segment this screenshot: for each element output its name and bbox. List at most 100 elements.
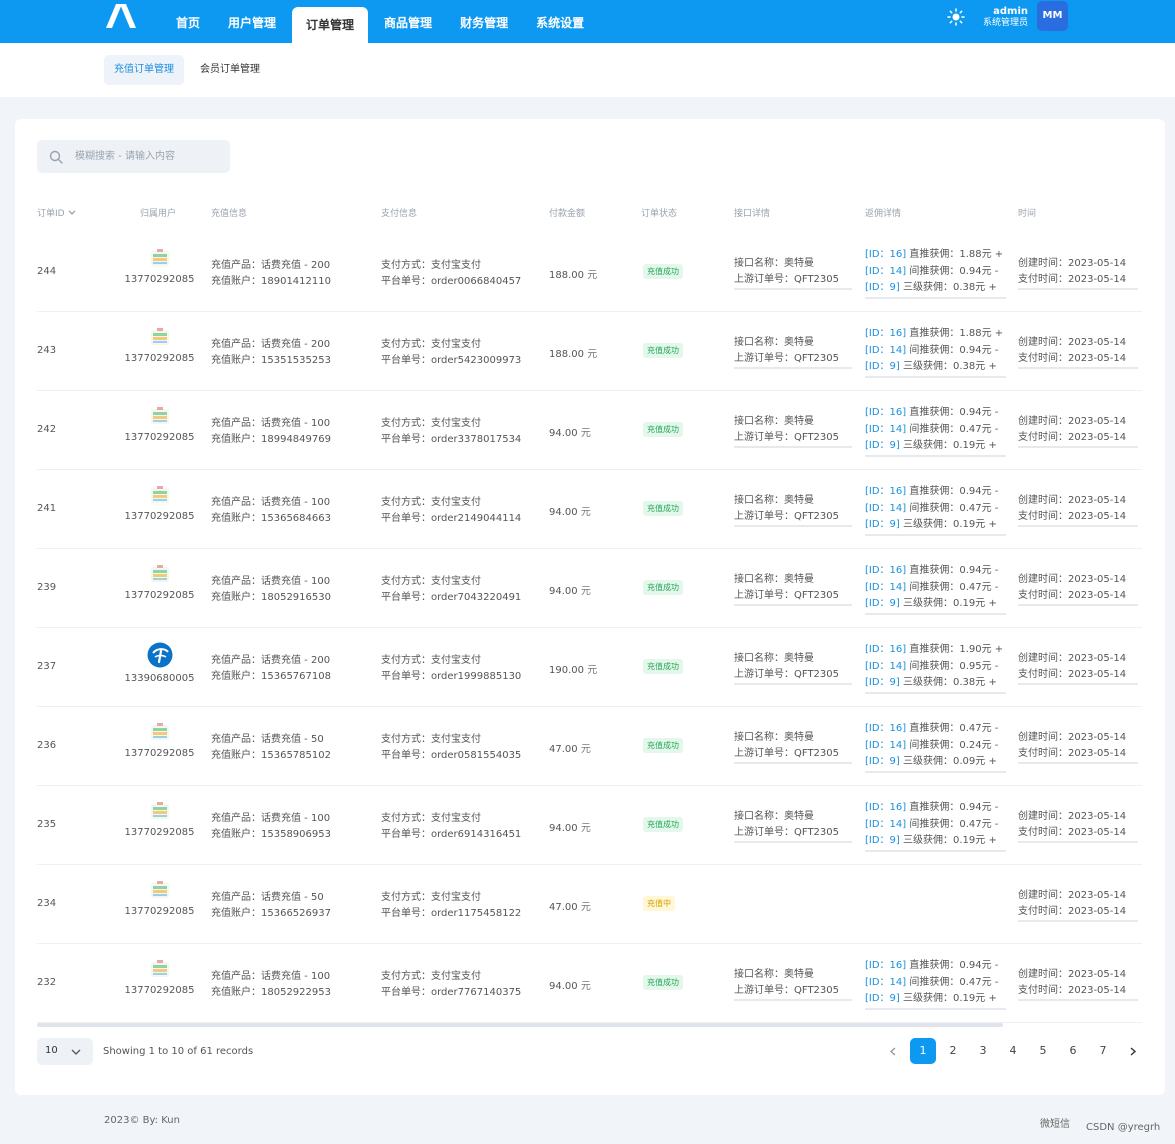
commission-line-2: [ID：14] 间推获佣：0.47元 -	[865, 501, 1006, 518]
avatar[interactable]: MM	[1037, 1, 1068, 31]
header-api-detail: 接口详情	[734, 209, 771, 219]
nav-products[interactable]: 商品管理	[384, 16, 433, 30]
commission-line-2: [ID：14] 间推获佣：0.24元 -	[865, 738, 1006, 755]
commission-text: 直推获佣：1.88元 +	[906, 328, 1004, 339]
commission-line-3: [ID：9] 三级获佣：0.38元 +	[865, 675, 1006, 694]
commission-detail: [ID：16] 直推获佣：0.94元 - [ID：14] 间推获佣：0.47元 …	[865, 405, 1006, 457]
nav-orders[interactable]: 订单管理	[292, 7, 369, 43]
platform-order-no: 平台单号：order7767140375	[381, 987, 522, 998]
nav-finance[interactable]: 财务管理	[460, 16, 509, 30]
nav-settings[interactable]: 系统设置	[536, 16, 585, 30]
search-icon	[49, 150, 63, 164]
user-phone: 13770292085	[124, 748, 195, 759]
next-page-button[interactable]	[1120, 1038, 1146, 1064]
recharge-product: 充值产品：话费充值 - 200	[211, 339, 331, 350]
amount: 94.00 元	[549, 977, 591, 992]
commission-text: 三级获佣：0.38元 +	[899, 677, 997, 688]
created-time: 创建时间：2023-05-14	[1018, 495, 1127, 506]
table-row[interactable]: 235 13770292085 充值产品：话费充值 - 100 充值账户：153589…	[37, 786, 1142, 865]
commission-text: 三级获佣：0.38元 +	[899, 282, 997, 293]
recharge-product: 充值产品：话费充值 - 50	[211, 734, 324, 745]
paid-time: 支付时间：2023-05-14	[1018, 904, 1138, 922]
user-info[interactable]: admin 系统管理员	[975, 6, 1028, 29]
table-row[interactable]: 242 13770292085 充值产品：话费充值 - 100 充值账户：189948…	[37, 391, 1142, 470]
time-cell: 创建时间：2023-05-14 支付时间：2023-05-14	[1018, 256, 1138, 290]
horizontal-scrollbar[interactable]	[37, 1023, 1003, 1027]
commission-line-2: [ID：14] 间推获佣：0.94元 -	[865, 343, 1006, 360]
api-name: 接口名称：奥特曼	[734, 969, 814, 980]
subtab-recharge-orders[interactable]: 充值订单管理	[104, 55, 184, 85]
commission-line-3: [ID：9] 三级获佣：0.38元 +	[865, 280, 1006, 299]
page-button[interactable]: 7	[1099, 1044, 1107, 1057]
table-row[interactable]: 239 13770292085 充值产品：话费充值 - 100 充值账户：180529…	[37, 549, 1142, 628]
api-name: 接口名称：奥特曼	[734, 811, 814, 822]
user-cell: 13770292085	[117, 484, 202, 522]
sun-icon[interactable]	[947, 8, 965, 26]
page-size-value: 10	[45, 1045, 58, 1056]
commission-line-3: [ID：9] 三级获佣：0.19元 +	[865, 438, 1006, 457]
paid-time: 支付时间：2023-05-14	[1018, 746, 1138, 764]
page-button[interactable]: 4	[1009, 1044, 1017, 1057]
page-size-select[interactable]: 10	[37, 1038, 93, 1065]
header-order-id[interactable]: 订单ID	[37, 206, 76, 219]
page-button[interactable]: 6	[1069, 1044, 1077, 1057]
amount-unit: 元	[587, 270, 598, 281]
header-amount: 付款金额	[549, 209, 586, 219]
commission-detail: [ID：16] 直推获佣：1.88元 + [ID：14] 间推获佣：0.94元 …	[865, 326, 1006, 378]
commission-id: [ID：9]	[865, 756, 900, 767]
amount: 188.00 元	[549, 266, 597, 281]
commission-id: [ID：9]	[865, 835, 900, 846]
api-name: 接口名称：奥特曼	[734, 258, 814, 269]
amount-unit: 元	[587, 349, 598, 360]
nav-home[interactable]: 首页	[176, 16, 201, 30]
pay-method: 支付方式：支付宝支付	[381, 497, 481, 508]
commission-text: 直推获佣：0.94元 -	[906, 802, 999, 813]
pay-info: 支付方式：支付宝支付 平台单号：order6914316451	[381, 811, 521, 843]
user-name: admin	[993, 6, 1028, 17]
amount-value: 94.00	[549, 586, 578, 597]
sort-chevron-down-icon[interactable]	[68, 210, 76, 216]
api-name: 接口名称：奥特曼	[734, 416, 814, 427]
commission-line-1: [ID：16] 直推获佣：0.47元 -	[865, 721, 1006, 738]
api-detail: 接口名称：奥特曼 上游订单号：QFT2305	[734, 335, 852, 369]
page-button[interactable]: 3	[979, 1044, 987, 1057]
table-row[interactable]: 237 13390680005 充值产品：话费充值 - 200 充值账户：153657…	[37, 628, 1142, 707]
user-cell: 13770292085	[117, 405, 202, 443]
page-button[interactable]: 5	[1039, 1044, 1047, 1057]
table-row[interactable]: 243 13770292085 充值产品：话费充值 - 200 充值账户：153515…	[37, 312, 1142, 391]
api-detail: 接口名称：奥特曼上游订单号：QFT2305	[734, 572, 852, 606]
table-row[interactable]: 241 13770292085 充值产品：话费充值 - 100 充值账户：153656…	[37, 470, 1142, 549]
chevron-down-icon	[71, 1049, 81, 1055]
paid-time: 支付时间：2023-05-14	[1018, 272, 1138, 290]
page-button[interactable]: 2	[949, 1044, 957, 1057]
table-row[interactable]: 234 13770292085 充值产品：话费充值 - 50 充值账户：1536652…	[37, 865, 1142, 944]
commission-detail: [ID：16] 直推获佣：1.88元 + [ID：14] 间推获佣：0.94元 …	[865, 247, 1006, 299]
api-detail: 接口名称：奥特曼 上游订单号：QFT2305	[734, 651, 852, 685]
table-row[interactable]: 232 13770292085 充值产品：话费充值 - 100 充值账户：180529…	[37, 944, 1142, 1023]
commission-text: 三级获佣：0.19元 +	[899, 598, 997, 609]
user-cell: 13770292085	[117, 326, 202, 364]
status-badge: 充值成功	[643, 817, 683, 832]
commission-line-2: [ID：14] 间推获佣：0.94元 -	[865, 264, 1006, 281]
commission-line-1: [ID：16] 直推获佣：1.90元 +	[865, 642, 1006, 659]
commission-id: [ID：14]	[865, 423, 907, 435]
commission-id: [ID：14]	[865, 818, 907, 830]
amount-value: 94.00	[549, 507, 578, 518]
search-input[interactable]	[75, 140, 225, 173]
created-time: 创建时间：2023-05-14	[1018, 416, 1127, 427]
logo-icon[interactable]	[104, 4, 138, 28]
commission-line-3: [ID：9] 三级获佣：0.19元 +	[865, 991, 1006, 1010]
recharge-product: 充值产品：话费充值 - 100	[211, 813, 331, 824]
pay-method: 支付方式：支付宝支付	[381, 576, 481, 587]
subtab-member-orders[interactable]: 会员订单管理	[200, 64, 260, 75]
page-button[interactable]: 1	[910, 1038, 936, 1064]
api-order-no: 上游订单号：QFT2305	[734, 588, 852, 606]
table-row[interactable]: 236 13770292085 充值产品：话费充值 - 50 充值账户：1536578…	[37, 707, 1142, 786]
table-row[interactable]: 244 13770292085 充值产品：话费充值 - 200 充值账户：189014…	[37, 233, 1142, 312]
footer-copyright: 2023© By: Kun	[104, 1115, 180, 1126]
nav-users[interactable]: 用户管理	[228, 16, 277, 30]
header-commission-detail: 返佣详情	[865, 209, 902, 219]
gift-icon	[150, 802, 169, 819]
api-name: 接口名称：奥特曼	[734, 574, 814, 585]
prev-page-button[interactable]	[880, 1038, 906, 1064]
